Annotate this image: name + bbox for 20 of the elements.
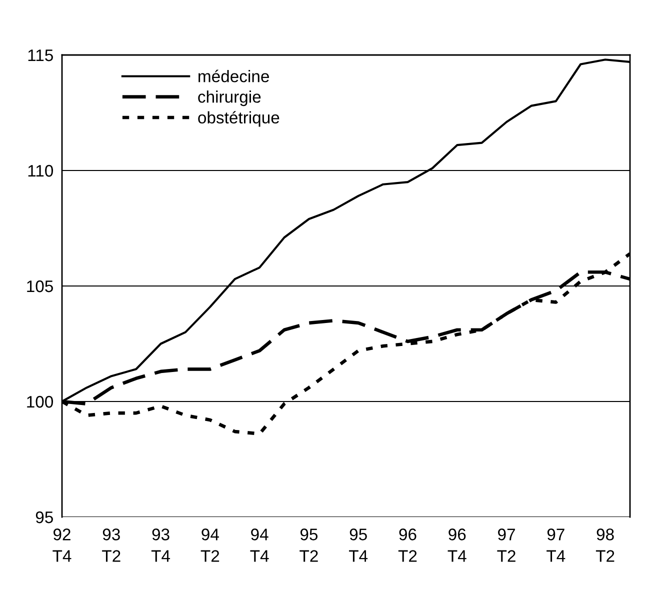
y-tick-label: 115 <box>28 50 53 62</box>
y-tick-label: 110 <box>28 164 54 177</box>
y-tick-label: 95 <box>36 511 53 524</box>
x-tick-label: 98 T2 <box>596 528 614 562</box>
x-tick-label: 93 T2 <box>102 528 120 562</box>
legend-label: obstétrique <box>198 111 280 127</box>
legend-label: médecine <box>198 70 269 82</box>
x-tick-label: 97 T2 <box>497 528 516 562</box>
x-tick-label: 97 T4 <box>546 528 566 562</box>
x-tick-label: 93 T4 <box>151 528 170 562</box>
x-tick-label: 92 T4 <box>52 528 72 562</box>
x-tick-label: 96 T4 <box>448 528 466 562</box>
x-tick-label: 94 T4 <box>250 528 269 562</box>
y-tick-label: 105 <box>27 280 53 292</box>
x-tick-label: 94 T2 <box>200 528 220 562</box>
x-tick-label: 95 T4 <box>349 528 368 562</box>
x-tick-label: 95 T2 <box>300 528 318 562</box>
legend-label: chirurgie <box>198 90 261 106</box>
y-tick-label: 100 <box>27 396 54 408</box>
x-tick-label: 96 T2 <box>398 528 417 562</box>
